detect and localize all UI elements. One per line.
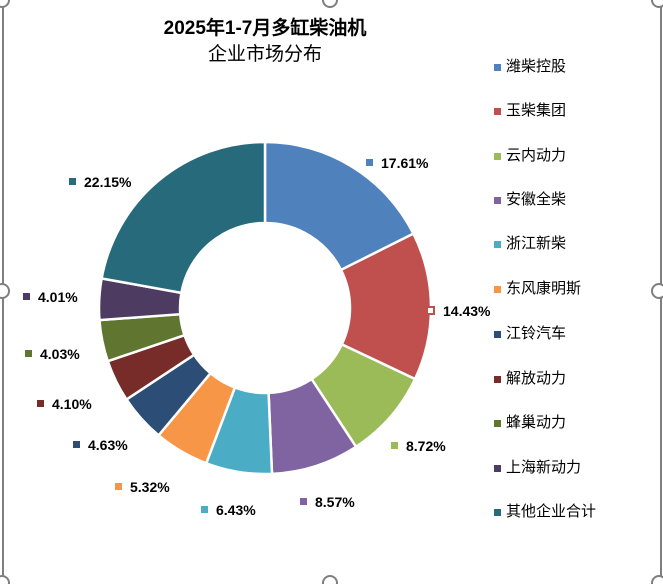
data-label: 8.57% — [300, 494, 355, 510]
label-swatch-icon — [23, 292, 30, 300]
legend-item[interactable]: 蜂巢动力 — [494, 411, 566, 432]
label-swatch-icon — [69, 177, 76, 185]
legend-item[interactable]: 玉柴集团 — [494, 99, 566, 120]
legend-swatch-icon — [494, 152, 501, 160]
data-label: 6.43% — [201, 502, 256, 518]
chart-title: 2025年1-7月多缸柴油机 企业市场分布 — [160, 16, 370, 68]
label-swatch-icon — [37, 399, 44, 407]
data-label-text: 4.03% — [40, 346, 80, 362]
legend-label: 浙江新柴 — [506, 235, 567, 252]
data-label: 8.72% — [391, 438, 446, 454]
donut-slice-0[interactable] — [263, 140, 416, 272]
data-label: 14.43% — [426, 303, 490, 319]
legend-label: 江铃汽车 — [506, 325, 567, 342]
legend-label: 安徽全柴 — [506, 191, 567, 208]
resize-handle-bottom[interactable] — [322, 575, 338, 584]
legend-swatch-icon — [494, 464, 501, 472]
donut-slice-10[interactable] — [100, 140, 267, 295]
legend-label: 东风康明斯 — [506, 280, 582, 297]
chart-title-line1: 2025年1-7月多缸柴油机 — [163, 18, 367, 39]
label-swatch-icon — [201, 505, 208, 513]
data-label-text: 4.10% — [52, 396, 92, 412]
legend-item[interactable]: 浙江新柴 — [494, 232, 566, 253]
label-swatch-icon — [300, 497, 307, 505]
legend-swatch-icon — [494, 196, 501, 204]
data-label-text: 4.01% — [38, 289, 78, 305]
chart-subtitle: 企业市场分布 — [207, 44, 322, 65]
legend-item[interactable]: 安徽全柴 — [494, 188, 566, 209]
legend-swatch-icon — [494, 240, 501, 248]
legend-swatch-icon — [494, 63, 501, 71]
data-label-text: 17.61% — [381, 155, 429, 171]
legend-label: 潍柴控股 — [506, 58, 567, 75]
legend-item[interactable]: 东风康明斯 — [494, 277, 581, 298]
label-swatch-icon — [366, 158, 373, 166]
label-swatch-icon — [25, 349, 32, 357]
legend-label: 解放动力 — [506, 370, 567, 387]
data-label-text: 8.57% — [315, 494, 355, 510]
data-label-text: 8.72% — [406, 438, 446, 454]
label-swatch-icon — [73, 440, 80, 448]
data-label: 22.15% — [69, 174, 131, 190]
resize-handle-bottom-left[interactable] — [0, 575, 10, 584]
legend-swatch-icon — [494, 107, 501, 115]
data-label: 4.63% — [73, 437, 128, 453]
data-label: 4.03% — [25, 346, 80, 362]
legend-label: 云内动力 — [506, 147, 567, 164]
legend-item[interactable]: 江铃汽车 — [494, 322, 566, 343]
data-label-text: 14.43% — [443, 303, 491, 319]
resize-handle-bottom-right[interactable] — [651, 575, 663, 584]
data-label-text: 4.63% — [88, 437, 128, 453]
data-label-text: 22.15% — [84, 174, 132, 190]
legend-swatch-icon — [494, 419, 501, 427]
label-swatch-icon — [115, 482, 122, 490]
resize-handle-top-right[interactable] — [651, 0, 663, 8]
resize-handle-left[interactable] — [0, 283, 10, 299]
label-swatch-icon — [426, 305, 435, 315]
legend-label: 上海新动力 — [506, 459, 582, 476]
data-label: 5.32% — [115, 479, 170, 495]
legend-swatch-icon — [494, 330, 501, 338]
data-label: 4.10% — [37, 396, 92, 412]
data-label: 4.01% — [23, 289, 78, 305]
legend-swatch-icon — [494, 375, 501, 383]
legend-item[interactable]: 上海新动力 — [494, 456, 581, 477]
legend-item[interactable]: 潍柴控股 — [494, 55, 566, 76]
data-label-text: 5.32% — [130, 479, 170, 495]
legend-label: 其他企业合计 — [506, 503, 597, 520]
legend-label: 蜂巢动力 — [506, 414, 567, 431]
legend-item[interactable]: 云内动力 — [494, 144, 566, 165]
legend-item[interactable]: 其他企业合计 — [494, 500, 596, 521]
data-label: 17.61% — [366, 155, 428, 171]
label-swatch-icon — [391, 441, 398, 449]
legend-swatch-icon — [494, 285, 501, 293]
data-label-text: 6.43% — [216, 502, 256, 518]
legend-item[interactable]: 解放动力 — [494, 367, 566, 388]
resize-handle-right[interactable] — [651, 283, 663, 299]
legend-label: 玉柴集团 — [506, 102, 567, 119]
legend-swatch-icon — [494, 508, 501, 516]
